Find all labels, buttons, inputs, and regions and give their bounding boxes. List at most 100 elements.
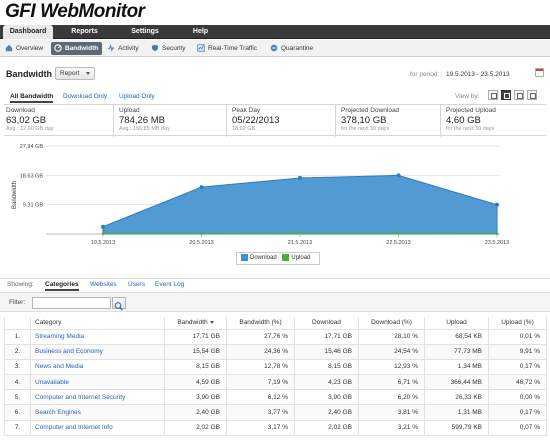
- report-dropdown[interactable]: Report: [55, 67, 95, 80]
- upload-cell: 599,79 KB: [424, 419, 489, 436]
- download-cell: 2,02 GB: [294, 419, 359, 436]
- y-tick-label: 27.94 GB: [20, 144, 44, 150]
- view-table-button[interactable]: [514, 90, 524, 100]
- table-row[interactable]: 6. Search Engines 2,40 GB 3,77 % 2,40 GB 3,81…: [4, 404, 547, 421]
- download-point: [495, 202, 499, 207]
- download-pct-cell: 28,10 %: [358, 328, 425, 345]
- category-link[interactable]: Unavailable: [30, 374, 165, 391]
- table-row[interactable]: 5. Computer and Internet Security 3,90 GB 6…: [4, 389, 547, 406]
- table-row[interactable]: 2. Business and Economy 15,54 GB 24,36 % 15,…: [4, 343, 547, 360]
- filter-tab-download-only[interactable]: Download Only: [63, 93, 108, 100]
- bandwidth-cell: 4,59 GB: [164, 374, 227, 391]
- bandwidth-pct-cell: 7,19 %: [226, 374, 295, 391]
- subnav-real-time-traffic[interactable]: Real-Time Traffic: [197, 42, 257, 55]
- view-graph-button[interactable]: [501, 90, 511, 100]
- chart-y-axis-label: Bandwidth: [12, 180, 18, 210]
- column-header-category[interactable]: Category: [30, 317, 165, 330]
- bandwidth-pct-cell: 24,36 %: [226, 343, 295, 360]
- stat-label: Projected Download: [341, 107, 400, 114]
- bandwidth-cell: 15,54 GB: [164, 343, 227, 360]
- category-link[interactable]: Computer and Internet Security: [30, 389, 165, 406]
- filter-input[interactable]: [32, 297, 111, 309]
- calendar-icon[interactable]: [535, 68, 544, 77]
- bandwidth-cell: 2,02 GB: [164, 419, 227, 436]
- view-chart-button[interactable]: [488, 90, 498, 100]
- category-link[interactable]: Business and Economy: [30, 343, 165, 360]
- top-bar: GFI WebMonitor: [0, 0, 550, 25]
- tab-reports[interactable]: Reports: [71, 28, 98, 35]
- chart-svg: 9.31 GB 18.63 GB 27.94 GB 19.5.2013 20.5.201…: [20, 144, 509, 246]
- security-icon: [151, 45, 159, 52]
- bandwidth-pct-cell: 6,12 %: [226, 389, 295, 406]
- column-header-download-pct[interactable]: Download (%): [358, 317, 425, 330]
- y-tick-label: 9.31 GB: [23, 203, 44, 209]
- download-point: [199, 185, 204, 190]
- view-list-button[interactable]: [527, 90, 537, 100]
- column-header-bandwidth-pct[interactable]: Bandwidth (%): [226, 317, 295, 330]
- stat-label: Upload: [119, 107, 140, 114]
- stat-peak-day: Peak Day 05/22/2013 18,92 GB: [226, 105, 334, 137]
- table-row[interactable]: 1. Streaming Media 17,71 GB 27,76 % 17,71 GB…: [4, 328, 547, 345]
- column-header-bandwidth[interactable]: Bandwidth: [164, 317, 227, 330]
- column-header-upload-pct[interactable]: Upload (%): [488, 317, 547, 330]
- subnav-activity[interactable]: Activity: [107, 42, 139, 55]
- category-link[interactable]: Search Engines: [30, 404, 165, 421]
- subnav-security[interactable]: Security: [151, 42, 185, 55]
- page-title: Bandwidth: [6, 69, 52, 79]
- subnav-overview-label: Overview: [16, 45, 44, 52]
- download-pct-cell: 6,20 %: [358, 389, 425, 406]
- period-value[interactable]: 19.5.2013 - 23.5.2013: [446, 71, 510, 78]
- tab-users[interactable]: Users: [128, 281, 145, 288]
- tab-dashboard[interactable]: Dashboard: [3, 25, 53, 39]
- stats-bar: Download 63,02 GB Avg.: 12,60 GB day Upl…: [4, 104, 546, 137]
- table-row[interactable]: 7. Computer and Internet Info 2,02 GB 3,17 …: [4, 419, 547, 436]
- stat-projected-upload: Projected Upload 4,60 GB for the next 30…: [440, 105, 546, 137]
- filter-tab-upload-only[interactable]: Upload Only: [119, 93, 155, 100]
- category-link[interactable]: Streaming Media: [30, 328, 165, 345]
- upload-pct-cell: 0,07 %: [488, 419, 547, 436]
- column-header-upload[interactable]: Upload: [424, 317, 489, 330]
- subnav-overview[interactable]: Overview: [5, 42, 43, 55]
- row-number: 7.: [4, 419, 31, 436]
- tab-event-log[interactable]: Event Log: [155, 281, 185, 288]
- tab-help[interactable]: Help: [192, 28, 209, 35]
- tab-settings[interactable]: Settings: [131, 28, 159, 35]
- upload-cell: 1,31 MB: [424, 404, 489, 421]
- search-icon: [114, 302, 123, 311]
- row-number: 1.: [4, 328, 31, 345]
- column-header-rank: [4, 317, 31, 330]
- filter-tab-all-bandwidth[interactable]: All Bandwidth: [10, 93, 54, 103]
- table-row[interactable]: 3. News and Media 8,15 GB 12,78 % 8,15 GB 12,…: [4, 358, 547, 376]
- download-cell: 17,71 GB: [294, 328, 359, 345]
- table-row[interactable]: 4. Unavailable 4,59 GB 7,19 % 4,23 GB 6,71 % 3…: [4, 374, 547, 391]
- activity-icon: [107, 44, 115, 53]
- tab-categories[interactable]: Categories: [45, 281, 79, 291]
- category-link[interactable]: News and Media: [30, 358, 165, 376]
- category-link[interactable]: Computer and Internet Info: [30, 419, 165, 436]
- column-header-download[interactable]: Download: [294, 317, 359, 330]
- sort-desc-icon: [209, 321, 214, 325]
- subnav-quarantine[interactable]: Quarantine: [270, 42, 313, 55]
- stat-value: 4,60 GB: [446, 115, 481, 126]
- download-cell: 15,46 GB: [294, 343, 359, 360]
- legend-label-download: Download: [250, 255, 277, 261]
- showing-label: Showing:: [7, 281, 34, 288]
- filter-search-button[interactable]: [112, 297, 126, 311]
- logo-prefix: GFI: [5, 1, 36, 22]
- legend-swatch-upload: [282, 253, 290, 261]
- row-number: 2.: [4, 343, 31, 360]
- x-tick-label: 22.5.2013: [386, 240, 410, 246]
- x-tick-label: 19.5.2013: [91, 240, 115, 246]
- chart-legend: Download Upload: [236, 252, 320, 265]
- row-number: 3.: [4, 358, 31, 376]
- bandwidth-pct-cell: 12,78 %: [226, 358, 295, 376]
- subnav-bandwidth[interactable]: Bandwidth: [51, 42, 103, 55]
- upload-cell: 26,33 KB: [424, 389, 489, 406]
- upload-pct-cell: 0,17 %: [488, 358, 547, 376]
- download-cell: 8,15 GB: [294, 358, 359, 376]
- tab-websites[interactable]: Websites: [90, 281, 117, 288]
- download-area: [102, 174, 498, 235]
- bandwidth-pct-cell: 3,77 %: [226, 404, 295, 421]
- stat-value: 05/22/2013: [232, 115, 280, 126]
